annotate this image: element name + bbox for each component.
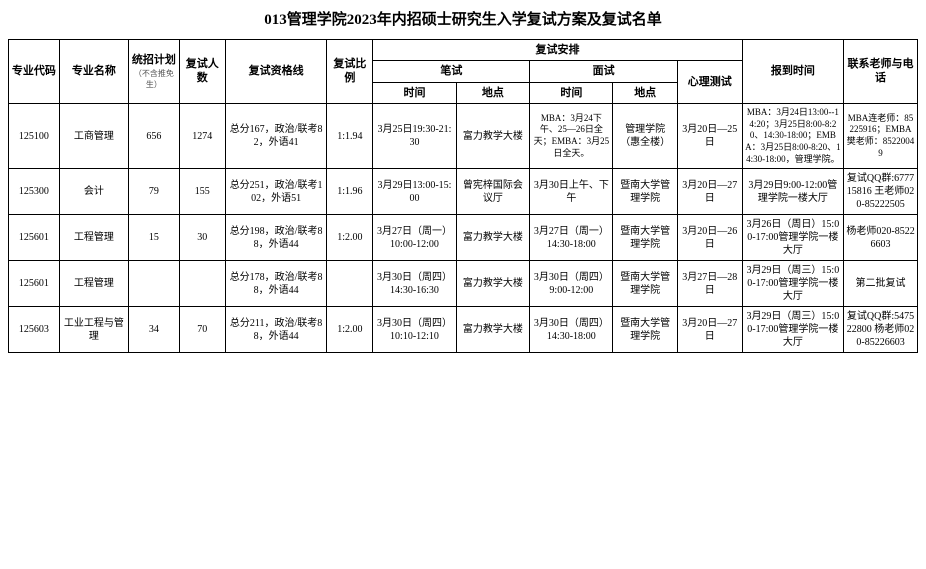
cell-name: 工程管理 <box>59 215 128 261</box>
schedule-table: 专业代码 专业名称 统招计划 （不含推免生） 复试人数 复试资格线 复试比例 复… <box>8 39 918 353</box>
cell-count: 70 <box>179 307 225 353</box>
cell-wt-time: 3月30日（周四）10:10-12:10 <box>373 307 456 353</box>
cell-contact: 复试QQ群:547522800 杨老师020-85226603 <box>844 307 918 353</box>
th-plan-label: 统招计划 <box>132 54 176 66</box>
cell-wt-place: 富力教学大楼 <box>456 307 530 353</box>
cell-iv-place: 暨南大学管理学院 <box>613 215 678 261</box>
cell-code: 125601 <box>9 215 60 261</box>
table-row: 125601工程管理 总分178，政治/联考88，外语44 3月30日（周四）14:… <box>9 261 918 307</box>
table-row: 125300会计79155总分251，政治/联考102，外语511:1.963月… <box>9 169 918 215</box>
cell-wt-time: 3月30日（周四）14:30-16:30 <box>373 261 456 307</box>
th-major-code: 专业代码 <box>9 40 60 104</box>
cell-count: 1274 <box>179 103 225 168</box>
th-psych-sub: 心理测试 <box>677 61 742 104</box>
cell-plan <box>128 261 179 307</box>
th-plan: 统招计划 （不含推免生） <box>128 40 179 104</box>
cell-wt-place: 富力教学大楼 <box>456 103 530 168</box>
cell-contact: 杨老师020-85226603 <box>844 215 918 261</box>
cell-contact: MBA连老师：85225916；EMBA樊老师：85220049 <box>844 103 918 168</box>
th-interview: 面试 <box>530 61 678 82</box>
cell-contact: 第二批复试 <box>844 261 918 307</box>
cell-iv-place: 管理学院（惠全楼） <box>613 103 678 168</box>
cell-code: 125100 <box>9 103 60 168</box>
th-plan-note: （不含推免生） <box>131 69 177 90</box>
cell-line: 总分251，政治/联考102，外语51 <box>225 169 327 215</box>
cell-ratio: 1:2.00 <box>327 307 373 353</box>
th-retest-count: 复试人数 <box>179 40 225 104</box>
cell-iv-place: 暨南大学管理学院 <box>613 307 678 353</box>
cell-ratio: 1:1.94 <box>327 103 373 168</box>
table-row: 125100工商管理6561274总分167，政治/联考82，外语411:1.9… <box>9 103 918 168</box>
cell-psych: 3月20日—25日 <box>677 103 742 168</box>
cell-name: 工商管理 <box>59 103 128 168</box>
cell-line: 总分167，政治/联考82，外语41 <box>225 103 327 168</box>
cell-psych: 3月20日—27日 <box>677 169 742 215</box>
cell-wt-time: 3月27日（周一）10:00-12:00 <box>373 215 456 261</box>
cell-code: 125601 <box>9 261 60 307</box>
cell-wt-time: 3月29日13:00-15:00 <box>373 169 456 215</box>
cell-count: 30 <box>179 215 225 261</box>
cell-psych: 3月27日—28日 <box>677 261 742 307</box>
cell-count: 155 <box>179 169 225 215</box>
cell-contact: 复试QQ群:677715816 王老师020-85222505 <box>844 169 918 215</box>
cell-name: 会计 <box>59 169 128 215</box>
cell-wt-place: 富力教学大楼 <box>456 215 530 261</box>
cell-wt-place: 曾宪梓国际会议厅 <box>456 169 530 215</box>
cell-line: 总分178，政治/联考88，外语44 <box>225 261 327 307</box>
cell-iv-place: 暨南大学管理学院 <box>613 169 678 215</box>
th-contact: 联系老师与电话 <box>844 40 918 104</box>
cell-ratio: 1:2.00 <box>327 215 373 261</box>
cell-iv-time: 3月30日上午、下午 <box>530 169 613 215</box>
cell-name: 工业工程与管理 <box>59 307 128 353</box>
th-ratio: 复试比例 <box>327 40 373 104</box>
cell-psych: 3月20日—27日 <box>677 307 742 353</box>
cell-ratio: 1:1.96 <box>327 169 373 215</box>
cell-plan: 34 <box>128 307 179 353</box>
cell-line: 总分198，政治/联考88，外语44 <box>225 215 327 261</box>
cell-checkin: 3月26日（周日）15:00-17:00管理学院一楼大厅 <box>742 215 844 261</box>
cell-name: 工程管理 <box>59 261 128 307</box>
cell-iv-time: 3月30日（周四）9:00-12:00 <box>530 261 613 307</box>
th-qualification: 复试资格线 <box>225 40 327 104</box>
th-arrangement: 复试安排 <box>373 40 742 61</box>
cell-checkin: 3月29日9:00-12:00管理学院一楼大厅 <box>742 169 844 215</box>
cell-plan: 656 <box>128 103 179 168</box>
th-checkin: 报到时间 <box>742 40 844 104</box>
cell-plan: 79 <box>128 169 179 215</box>
cell-wt-place: 富力教学大楼 <box>456 261 530 307</box>
cell-checkin: MBA：3月24日13:00--14:20；3月25日8:00-8:20、14:… <box>742 103 844 168</box>
th-written-time: 时间 <box>373 82 456 103</box>
cell-iv-time: MBA：3月24下午、25—26日全天；EMBA：3月25日全天。 <box>530 103 613 168</box>
page-title: 013管理学院2023年内招硕士研究生入学复试方案及复试名单 <box>8 8 918 29</box>
th-interview-time: 时间 <box>530 82 613 103</box>
cell-iv-place: 暨南大学管理学院 <box>613 261 678 307</box>
th-major-name: 专业名称 <box>59 40 128 104</box>
th-interview-place: 地点 <box>613 82 678 103</box>
cell-iv-time: 3月30日（周四）14:30-18:00 <box>530 307 613 353</box>
table-row: 125601工程管理1530总分198，政治/联考88，外语441:2.003月… <box>9 215 918 261</box>
cell-psych: 3月20日—26日 <box>677 215 742 261</box>
cell-code: 125300 <box>9 169 60 215</box>
cell-code: 125603 <box>9 307 60 353</box>
cell-iv-time: 3月27日（周一）14:30-18:00 <box>530 215 613 261</box>
cell-checkin: 3月29日（周三）15:00-17:00管理学院一楼大厅 <box>742 261 844 307</box>
th-written-place: 地点 <box>456 82 530 103</box>
cell-wt-time: 3月25日19:30-21:30 <box>373 103 456 168</box>
cell-ratio <box>327 261 373 307</box>
cell-count <box>179 261 225 307</box>
cell-plan: 15 <box>128 215 179 261</box>
th-written: 笔试 <box>373 61 530 82</box>
cell-line: 总分211，政治/联考88，外语44 <box>225 307 327 353</box>
cell-checkin: 3月29日（周三）15:00-17:00管理学院一楼大厅 <box>742 307 844 353</box>
table-row: 125603工业工程与管理3470总分211，政治/联考88，外语441:2.0… <box>9 307 918 353</box>
